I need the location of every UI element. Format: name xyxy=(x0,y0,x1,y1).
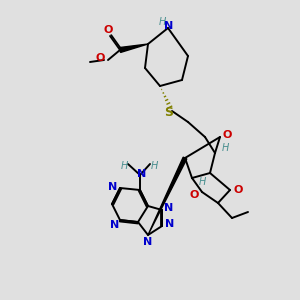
Text: H: H xyxy=(198,177,206,187)
Text: N: N xyxy=(137,169,147,179)
Text: O: O xyxy=(189,190,199,200)
Text: O: O xyxy=(103,25,113,35)
Text: N: N xyxy=(108,182,118,192)
Text: N: N xyxy=(143,237,153,247)
Text: O: O xyxy=(222,130,232,140)
Text: N: N xyxy=(110,220,120,230)
Text: O: O xyxy=(233,185,243,195)
Text: H: H xyxy=(221,143,229,153)
Text: N: N xyxy=(165,219,175,229)
Text: H: H xyxy=(158,17,166,27)
Polygon shape xyxy=(148,157,187,235)
Text: O: O xyxy=(95,53,105,63)
Polygon shape xyxy=(119,44,148,52)
Text: N: N xyxy=(164,21,174,31)
Text: N: N xyxy=(164,203,174,213)
Text: H: H xyxy=(150,161,158,171)
Text: S: S xyxy=(164,106,173,119)
Text: H: H xyxy=(120,161,128,171)
